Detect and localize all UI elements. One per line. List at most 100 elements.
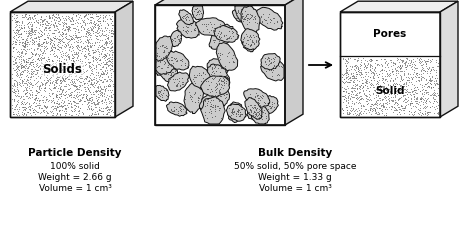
- Point: [62, 111, 69, 115]
- Point: [108, 64, 115, 67]
- Point: [26, 101, 33, 105]
- Point: [49, 68, 57, 72]
- Point: [411, 66, 419, 70]
- Point: [242, 14, 250, 18]
- Point: [47, 63, 55, 67]
- Point: [24, 89, 31, 92]
- Point: [45, 65, 53, 68]
- Point: [60, 61, 68, 65]
- Point: [70, 23, 77, 26]
- Point: [52, 94, 60, 98]
- Point: [53, 36, 61, 39]
- Point: [37, 58, 45, 61]
- Point: [63, 75, 71, 79]
- Point: [15, 25, 23, 29]
- Point: [161, 76, 168, 80]
- Point: [217, 82, 224, 86]
- Point: [228, 28, 235, 31]
- Point: [394, 97, 402, 101]
- Point: [207, 81, 214, 84]
- Point: [104, 23, 111, 27]
- Point: [263, 18, 270, 22]
- Point: [161, 61, 168, 65]
- Point: [20, 65, 28, 69]
- Point: [184, 29, 192, 33]
- Point: [19, 69, 27, 73]
- Point: [177, 33, 184, 37]
- Point: [355, 66, 362, 70]
- Point: [78, 61, 86, 65]
- Point: [50, 31, 57, 35]
- Point: [35, 64, 42, 67]
- Point: [101, 62, 109, 66]
- Point: [210, 63, 218, 66]
- Point: [382, 105, 390, 109]
- Point: [373, 79, 381, 83]
- Point: [247, 13, 255, 17]
- Point: [176, 84, 183, 88]
- Point: [101, 33, 109, 37]
- Point: [82, 96, 90, 100]
- Point: [36, 41, 43, 45]
- Point: [93, 23, 100, 27]
- Point: [33, 80, 41, 84]
- Point: [84, 47, 92, 51]
- Point: [244, 104, 251, 108]
- Point: [388, 67, 396, 71]
- Point: [375, 112, 383, 116]
- Point: [45, 26, 53, 30]
- Point: [51, 36, 59, 40]
- Point: [24, 31, 31, 35]
- Point: [46, 98, 53, 102]
- Point: [64, 27, 72, 31]
- Point: [392, 81, 400, 84]
- Point: [58, 55, 66, 59]
- Point: [19, 94, 27, 98]
- Point: [45, 63, 53, 67]
- Point: [381, 57, 388, 61]
- Point: [167, 58, 174, 61]
- Point: [411, 99, 419, 103]
- Point: [81, 56, 89, 60]
- Point: [32, 95, 40, 99]
- Point: [418, 85, 426, 89]
- Point: [378, 88, 385, 92]
- Point: [402, 84, 410, 88]
- Point: [43, 19, 51, 23]
- Point: [55, 30, 63, 34]
- Point: [205, 30, 212, 34]
- Point: [58, 76, 66, 80]
- Point: [108, 64, 115, 68]
- Point: [185, 18, 193, 21]
- Point: [18, 101, 25, 105]
- Point: [30, 42, 38, 46]
- Point: [98, 43, 106, 47]
- Point: [237, 13, 245, 17]
- Point: [61, 42, 69, 46]
- Point: [21, 68, 29, 72]
- Point: [374, 93, 382, 97]
- Point: [38, 20, 46, 24]
- Point: [47, 38, 55, 42]
- Point: [27, 60, 35, 64]
- Point: [41, 25, 49, 29]
- Point: [212, 74, 220, 78]
- Point: [341, 87, 348, 91]
- Point: [70, 63, 77, 67]
- Point: [241, 17, 249, 21]
- Point: [212, 34, 219, 38]
- Point: [9, 45, 17, 48]
- Point: [346, 56, 354, 60]
- Point: [98, 44, 106, 48]
- Point: [277, 64, 285, 68]
- Point: [383, 111, 390, 115]
- Point: [86, 20, 94, 24]
- Point: [208, 25, 215, 29]
- Point: [32, 98, 39, 102]
- Point: [81, 22, 89, 26]
- Point: [61, 107, 69, 110]
- Point: [56, 40, 64, 43]
- Point: [362, 80, 370, 84]
- Point: [40, 37, 47, 41]
- Point: [89, 63, 96, 66]
